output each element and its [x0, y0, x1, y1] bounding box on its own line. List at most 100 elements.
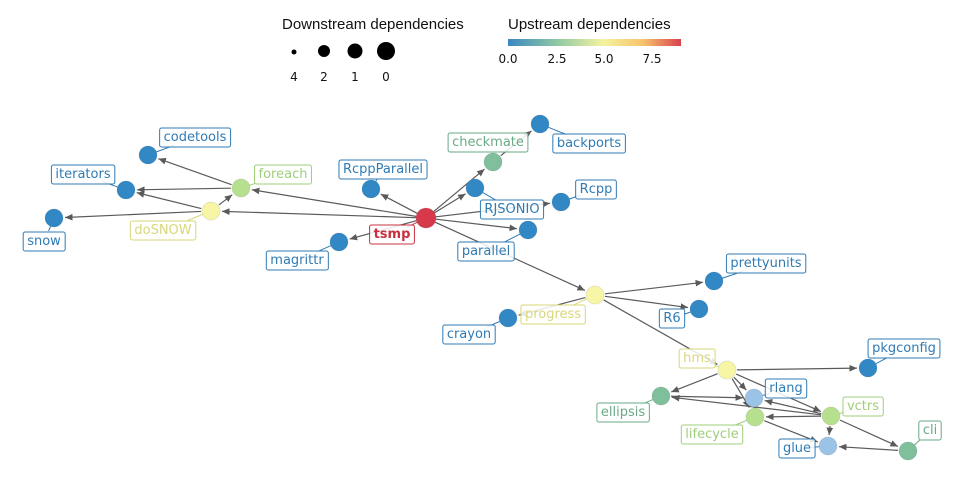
- node-tsmp[interactable]: [415, 207, 437, 229]
- label-parallel: parallel: [457, 241, 515, 262]
- node-snow[interactable]: [44, 208, 64, 228]
- label-tsmp: tsmp: [369, 224, 415, 245]
- node-glue[interactable]: [818, 436, 838, 456]
- label-iterators: iterators: [50, 164, 116, 185]
- node-prettyunits[interactable]: [704, 271, 724, 291]
- node-rcppparallel[interactable]: [361, 179, 381, 199]
- node-hms[interactable]: [717, 360, 737, 380]
- node-label-text: R6: [663, 311, 680, 326]
- labels-layer: tsmp codetools iterators foreach doSNOW snow R…: [22, 127, 942, 459]
- legend-downstream-tick: 0: [382, 70, 390, 84]
- label-vctrs: vctrs: [842, 396, 884, 417]
- dependency-edge: [838, 443, 899, 451]
- node-parallel[interactable]: [518, 220, 538, 240]
- label-leaders-layer: [48, 126, 921, 448]
- dependency-edge: [764, 398, 822, 415]
- node-label-text: vctrs: [847, 399, 879, 414]
- node-cli[interactable]: [898, 441, 918, 461]
- node-label-box: [265, 250, 329, 271]
- legend-upstream-tick: 2.5: [547, 52, 566, 66]
- node-magrittr[interactable]: [329, 232, 349, 252]
- dependency-edge: [604, 279, 704, 295]
- dependency-edge: [433, 168, 485, 213]
- label-lifecycle: lifecycle: [680, 424, 744, 445]
- node-label-box: [658, 308, 686, 329]
- label-rlang: rlang: [764, 378, 808, 399]
- node-label-box: [520, 304, 586, 325]
- node-rjsonio[interactable]: [465, 178, 485, 198]
- legend-downstream-tick: 4: [290, 70, 298, 84]
- label-backports: backports: [552, 133, 626, 154]
- label-prettyunits: prettyunits: [725, 253, 807, 274]
- dependency-edge: [670, 394, 744, 401]
- node-label-box: [159, 127, 232, 148]
- node-progress[interactable]: [585, 285, 605, 305]
- label-r6: R6: [658, 308, 686, 329]
- legend-downstream-tick: 2: [320, 70, 328, 84]
- dependency-edge: [671, 394, 822, 416]
- node-label-text: RJSONIO: [484, 202, 539, 217]
- legend-upstream: Upstream dependencies 0.0 2.5 5.0 7.5: [498, 16, 681, 66]
- dependency-edge: [221, 208, 417, 219]
- node-label-text: checkmate: [452, 135, 524, 150]
- node-label-box: [778, 438, 816, 459]
- node-label-box: [680, 424, 744, 445]
- label-snow: snow: [22, 231, 66, 252]
- legend-upstream-tick: 5.0: [594, 52, 613, 66]
- node-rcpp[interactable]: [551, 192, 571, 212]
- node-label-text: snow: [27, 234, 61, 249]
- node-iterators[interactable]: [116, 180, 136, 200]
- node-backports[interactable]: [530, 114, 550, 134]
- node-label-box: [842, 396, 884, 417]
- node-dosnow[interactable]: [201, 201, 221, 221]
- node-pkgconfig[interactable]: [858, 358, 878, 378]
- node-crayon[interactable]: [498, 308, 518, 328]
- dependency-edge: [604, 295, 689, 310]
- label-leader-line: [548, 126, 568, 136]
- legend-colorbar: [508, 39, 681, 46]
- node-label-text: glue: [783, 441, 811, 456]
- dependency-edge: [671, 373, 718, 393]
- label-cli: cli: [918, 420, 942, 441]
- dependency-edge: [435, 218, 518, 232]
- node-label-text: progress: [525, 307, 581, 322]
- node-label-text: magrittr: [270, 253, 324, 268]
- dependency-edge: [736, 364, 858, 372]
- node-lifecycle[interactable]: [745, 407, 765, 427]
- node-label-box: [575, 179, 617, 200]
- node-label-box: [22, 231, 66, 252]
- label-crayon: crayon: [442, 324, 496, 345]
- node-label-text: hms: [683, 351, 711, 366]
- node-ellipsis[interactable]: [651, 386, 671, 406]
- dependency-edge: [764, 420, 818, 443]
- node-codetools[interactable]: [138, 145, 158, 165]
- node-rlang[interactable]: [744, 388, 764, 408]
- node-label-box: [457, 241, 515, 262]
- node-label-box: [596, 402, 650, 423]
- node-vctrs[interactable]: [821, 406, 841, 426]
- label-codetools: codetools: [159, 127, 232, 148]
- label-dosnow: doSNOW: [129, 220, 197, 241]
- node-label-box: [369, 224, 415, 245]
- label-rcpp: Rcpp: [575, 179, 617, 200]
- node-label-text: backports: [557, 136, 622, 151]
- dependency-edge: [136, 186, 232, 194]
- node-label-text: doSNOW: [134, 223, 191, 238]
- node-label-text: iterators: [55, 167, 110, 182]
- dependency-edge: [733, 376, 747, 391]
- label-foreach: foreach: [254, 164, 312, 185]
- node-r6[interactable]: [689, 299, 709, 319]
- dependency-edge: [765, 413, 822, 421]
- label-glue: glue: [778, 438, 816, 459]
- node-label-box: [338, 159, 428, 180]
- label-leader-line: [504, 233, 521, 243]
- node-label-text: codetools: [164, 130, 227, 145]
- node-label-text: pkgconfig: [872, 341, 936, 356]
- node-label-text: rlang: [769, 381, 802, 396]
- node-checkmate[interactable]: [483, 152, 503, 172]
- node-label-text: tsmp: [374, 227, 411, 242]
- legend-upstream-tick: 0.0: [498, 52, 517, 66]
- node-label-text: parallel: [462, 244, 510, 259]
- nodes-layer: [44, 114, 918, 461]
- node-foreach[interactable]: [231, 178, 251, 198]
